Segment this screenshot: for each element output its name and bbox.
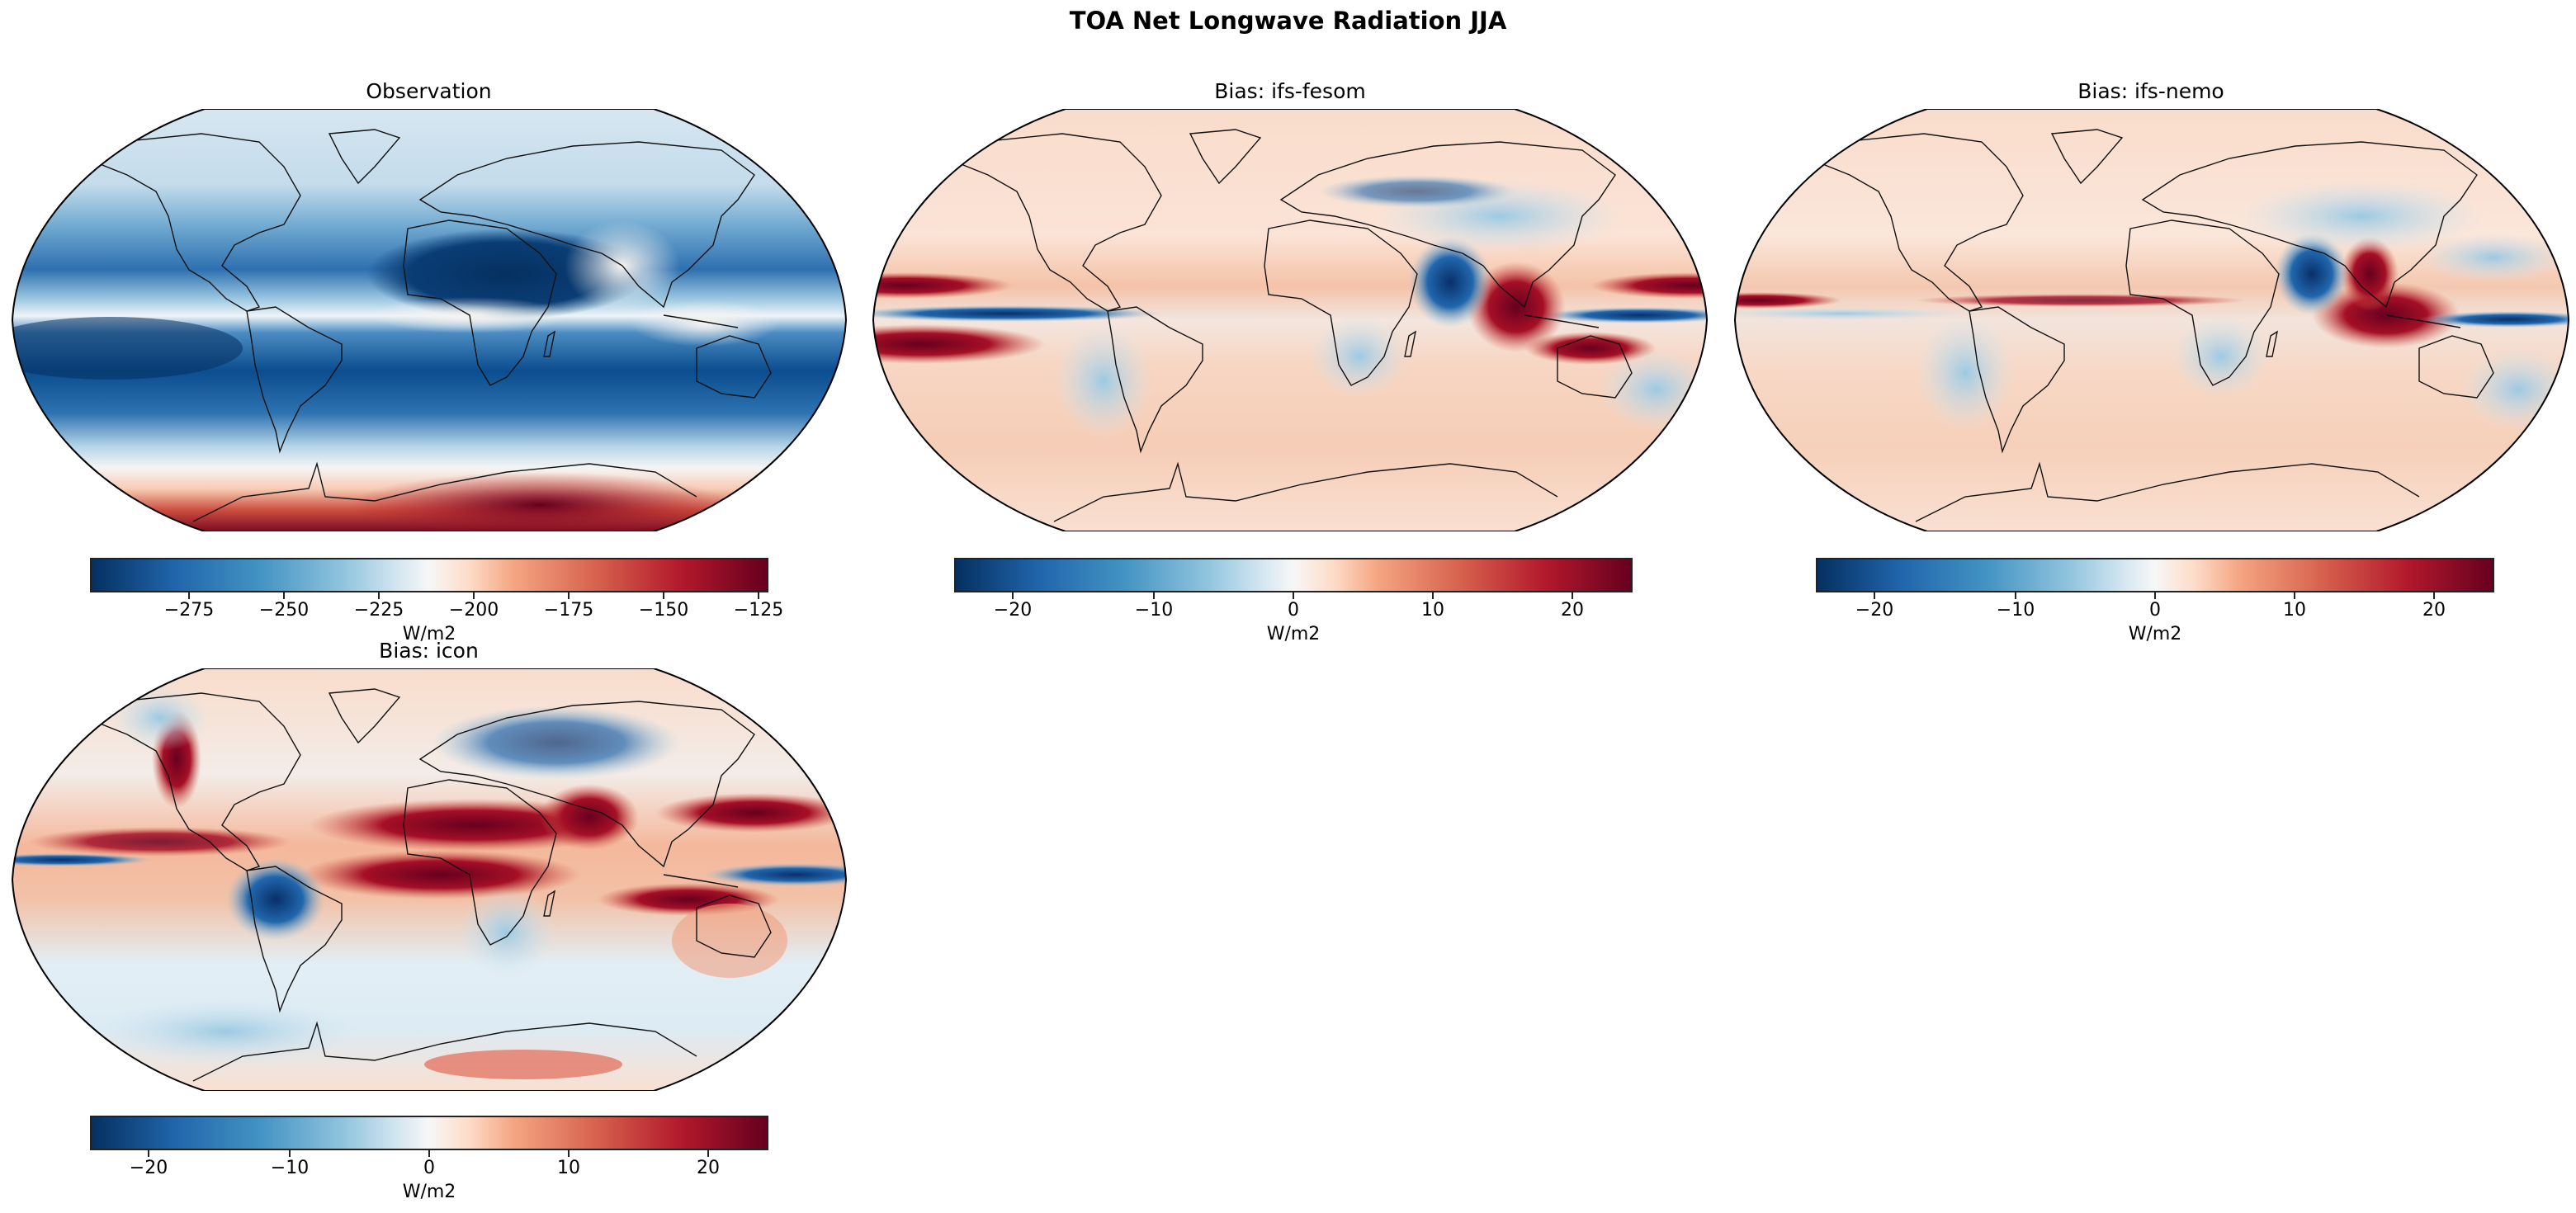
tick-label: −225 (353, 600, 404, 621)
panel-title-ifs-nemo: Bias: ifs-nemo (2077, 79, 2224, 103)
figure-title: TOA Net Longwave Radiation JJA (1069, 7, 1507, 35)
tick-label: 10 (1421, 600, 1444, 621)
tick-label: −125 (733, 600, 784, 621)
panel-title-icon: Bias: icon (379, 639, 479, 663)
tick-label: −250 (258, 600, 310, 621)
tick-label: 0 (2149, 600, 2161, 621)
tick-label: −275 (163, 600, 215, 621)
tick-label: −10 (1996, 600, 2035, 621)
map-observation (12, 109, 847, 531)
tick-label: 0 (1288, 600, 1299, 621)
tick-label: 10 (2283, 600, 2306, 621)
map-ifs-nemo (1734, 109, 2569, 531)
tick-label: −20 (129, 1158, 168, 1178)
tick-label: 20 (697, 1158, 720, 1178)
map-ifs-fesom (872, 109, 1708, 531)
tick-label: 20 (2422, 600, 2446, 621)
colorbar-ifs-fesom-label: W/m2 (1266, 624, 1321, 644)
tick-label: −20 (1855, 600, 1894, 621)
map-icon (12, 668, 847, 1091)
tick-label: −10 (1134, 600, 1174, 621)
colorbar-ifs-nemo-label: W/m2 (2128, 624, 2182, 644)
colorbar-icon (90, 1116, 768, 1150)
panel-title-ifs-fesom: Bias: ifs-fesom (1214, 79, 1366, 103)
tick-label: 10 (557, 1158, 580, 1178)
colorbar-observation (90, 558, 768, 592)
colorbar-ifs-fesom (954, 558, 1633, 592)
tick-label: −150 (638, 600, 689, 621)
tick-label: 20 (1561, 600, 1584, 621)
colorbar-icon-label: W/m2 (402, 1182, 456, 1202)
colorbar-ifs-nemo (1816, 558, 2494, 592)
tick-label: −175 (543, 600, 594, 621)
colorbar-observation-label: W/m2 (402, 624, 456, 644)
tick-label: −20 (993, 600, 1033, 621)
tick-label: 0 (423, 1158, 435, 1178)
tick-label: −10 (270, 1158, 310, 1178)
panel-title-observation: Observation (366, 79, 492, 103)
tick-label: −200 (448, 600, 499, 621)
